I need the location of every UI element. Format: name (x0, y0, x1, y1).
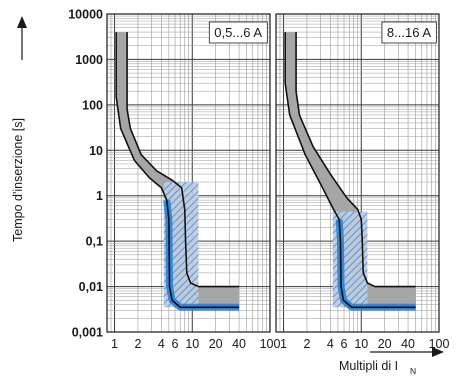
x-axis-title-group: Multipli di I N (339, 347, 444, 376)
y-tick-label: 0,1 (86, 235, 103, 249)
y-tick-label: 1 (96, 189, 103, 203)
panel-0-5-to-6-A: 0,5...6 A 1 2 4 6 10 20 40 100 (106, 13, 281, 351)
x-tick-label: 40 (401, 337, 415, 351)
y-tick-labels: 10000 1000 100 10 1 0,1 0,01 0,001 (68, 8, 103, 340)
plot-frame (106, 13, 271, 333)
x-tick-label: 10 (354, 337, 368, 351)
x-tick-label: 6 (341, 337, 348, 351)
plot-frame (275, 13, 440, 333)
x-tick-label: 1 (111, 337, 118, 351)
x-tick-label: 100 (260, 337, 281, 351)
tripping-curve-lower (284, 32, 416, 309)
tripping-curve-lower (115, 32, 240, 309)
x-tick-label: 10 (185, 337, 199, 351)
y-tick-label: 0,01 (79, 280, 103, 294)
y-tick-label: 1000 (75, 53, 103, 67)
panel-label-box (381, 21, 437, 44)
x-tick-label: 2 (303, 337, 310, 351)
curves (284, 32, 416, 311)
x-tick-label: 100 (429, 337, 450, 351)
curves (115, 32, 240, 311)
x-tick-label: 4 (158, 337, 165, 351)
y-tick-label: 10 (89, 144, 103, 158)
x-tick-label: 1 (280, 337, 287, 351)
x-tick-label: 4 (327, 337, 334, 351)
y-tick-label: 100 (82, 98, 103, 112)
y-tick-label: 10000 (68, 8, 103, 22)
y-tick-label: 0,001 (72, 326, 103, 340)
x-tick-label: 2 (134, 337, 141, 351)
x-tick-label: 20 (378, 337, 392, 351)
tripping-curve-upper (126, 32, 240, 288)
tripping-curve-upper (295, 32, 416, 288)
x-tick-label: 40 (232, 337, 246, 351)
x-axis-arrow-head-icon (432, 347, 444, 357)
panel-8-to-16-A: 8...16 A 1 2 4 6 10 20 40 100 (275, 13, 450, 351)
y-axis-arrow-head-icon (17, 16, 27, 28)
x-axis-title: Multipli di I (339, 359, 398, 373)
x-axis-title-subscript: N (410, 366, 416, 376)
panel-label: 0,5...6 A (214, 25, 262, 40)
panel-label: 8...16 A (387, 25, 431, 40)
x-tick-label: 6 (172, 337, 179, 351)
y-axis-title: Tempo d'inserzione [s] (11, 118, 25, 242)
y-axis-title-group: Tempo d'inserzione [s] (11, 16, 27, 242)
panel-label-box (208, 21, 268, 44)
x-tick-label: 20 (209, 337, 223, 351)
